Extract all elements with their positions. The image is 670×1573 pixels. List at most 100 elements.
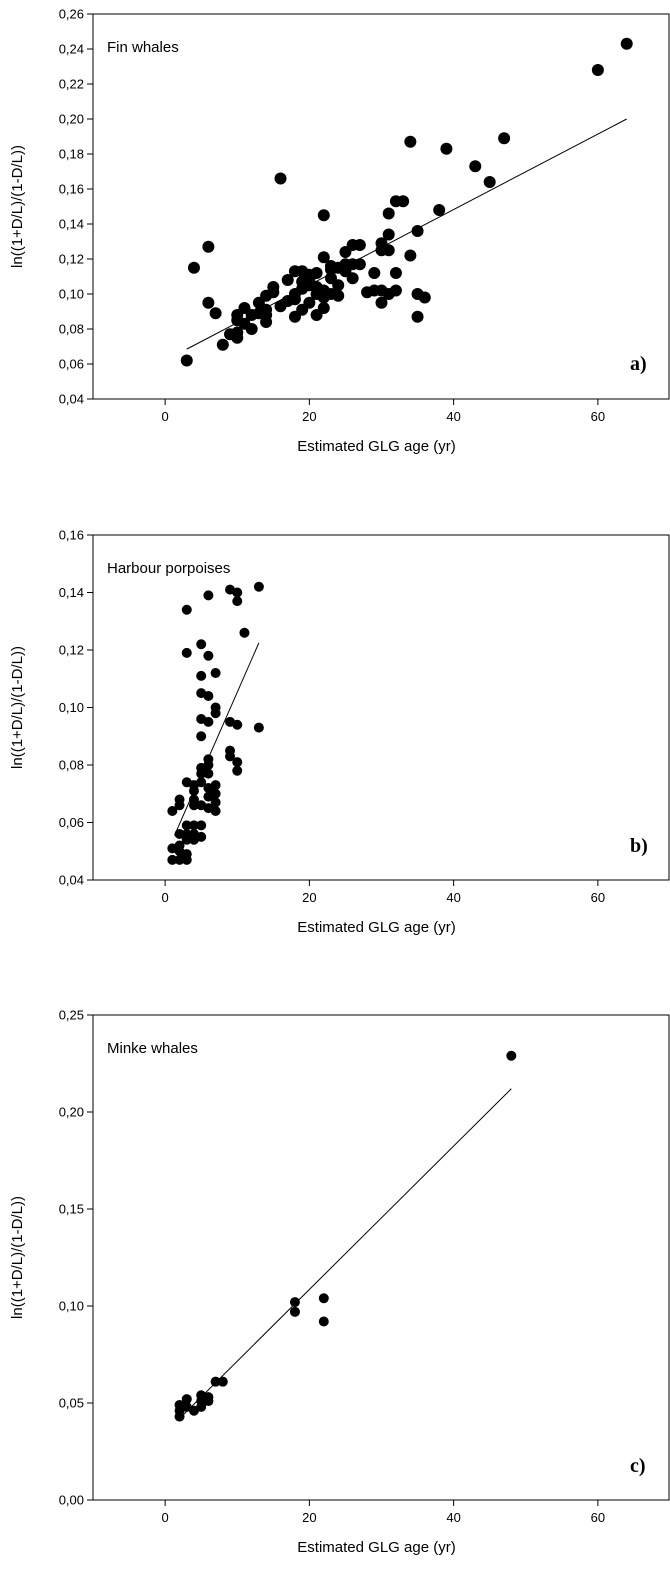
data-point	[174, 794, 185, 805]
x-tick-label: 0	[162, 409, 169, 424]
panel-title: Fin whales	[107, 39, 179, 56]
data-point	[217, 1376, 228, 1387]
data-point	[181, 820, 192, 831]
y-tick-label: 0,16	[59, 528, 84, 543]
y-tick-label: 0,26	[59, 7, 84, 22]
data-point	[411, 310, 424, 323]
data-point	[267, 281, 280, 293]
y-tick-label: 0,00	[59, 1493, 84, 1508]
data-point	[404, 135, 417, 148]
y-tick-label: 0,04	[59, 392, 84, 407]
data-point	[174, 854, 185, 865]
y-tick-label: 0,08	[59, 322, 84, 337]
data-point	[187, 261, 200, 274]
data-point	[210, 702, 221, 713]
data-point	[181, 829, 192, 839]
y-tick-label: 0,16	[59, 182, 84, 197]
data-point	[210, 668, 221, 678]
data-point	[231, 331, 244, 344]
data-point	[346, 272, 359, 285]
y-tick-label: 0,14	[59, 217, 84, 232]
data-point	[317, 251, 330, 264]
data-point	[389, 284, 402, 297]
data-point	[210, 788, 221, 799]
chart-panel-2: 0,04 0,06 0,08 0,10 0,12 0,14 0,16 0 20 40 60 Estim…	[9, 528, 670, 936]
y-tick-label: 0,12	[59, 643, 84, 658]
y-tick-label: 0,25	[59, 1008, 84, 1023]
y-tick-label: 0,10	[59, 700, 84, 715]
data-point	[203, 590, 214, 601]
x-tick-label: 40	[446, 409, 460, 424]
y-tick-label: 0,10	[59, 1299, 84, 1314]
data-point	[620, 37, 633, 50]
data-point	[196, 731, 207, 742]
panel-label: c)	[630, 1455, 646, 1477]
data-point	[260, 303, 273, 316]
x-axis-label: Estimated GLG age (yr)	[297, 919, 455, 936]
data-point	[397, 195, 410, 208]
data-point	[167, 854, 178, 865]
y-tick-label: 0,06	[59, 815, 84, 830]
x-tick-label: 60	[591, 1510, 605, 1525]
data-point	[203, 754, 214, 765]
data-point	[196, 820, 207, 831]
data-point	[203, 768, 214, 779]
panel-label: b)	[630, 835, 648, 857]
plot-frame	[92, 13, 670, 400]
y-tick-label: 0,10	[59, 287, 84, 302]
regression-line	[179, 1088, 512, 1419]
data-point	[210, 806, 221, 816]
data-point	[375, 296, 388, 309]
panel-title: Harbour porpoises	[107, 560, 230, 577]
y-tick-label: 0,06	[59, 357, 84, 372]
x-tick-label: 40	[446, 890, 460, 905]
data-point	[232, 757, 243, 768]
x-tick-label: 0	[162, 890, 169, 905]
data-point	[202, 296, 215, 309]
plot-frame	[92, 534, 670, 881]
data-point	[180, 354, 193, 367]
data-point	[232, 719, 243, 730]
x-tick-label: 20	[302, 409, 316, 424]
data-point	[317, 209, 330, 222]
data-point	[196, 639, 207, 650]
data-point	[418, 291, 431, 304]
data-point	[318, 1293, 329, 1304]
data-point	[225, 745, 236, 756]
data-point	[216, 338, 229, 351]
y-axis-label: ln((1+D/L)/(1-D/L))	[9, 646, 26, 769]
data-point	[289, 1297, 300, 1308]
data-point	[253, 581, 264, 592]
y-tick-label: 0,22	[59, 77, 84, 92]
data-point	[232, 596, 243, 607]
y-tick-label: 0,24	[59, 42, 84, 57]
data-point	[440, 142, 453, 155]
data-point	[404, 249, 417, 262]
y-tick-label: 0,15	[59, 1202, 84, 1217]
x-tick-label: 60	[591, 890, 605, 905]
data-point	[506, 1050, 517, 1061]
data-point	[196, 670, 207, 681]
data-point	[483, 176, 496, 188]
y-tick-label: 0,18	[59, 147, 84, 162]
data-point	[203, 691, 214, 701]
panel-label: a)	[630, 353, 647, 375]
plot-frame	[92, 1014, 670, 1501]
data-point	[332, 289, 345, 302]
data-point	[181, 849, 192, 860]
x-tick-label: 60	[591, 409, 605, 424]
data-point	[203, 1392, 214, 1403]
x-tick-label: 20	[302, 890, 316, 905]
data-point	[232, 765, 243, 776]
data-point	[281, 274, 294, 286]
chart-panel-1: 0,04 0,06 0,08 0,10 0,12 0,14 0,16 0,18 0,20 0,22…	[9, 7, 670, 455]
data-point	[498, 132, 511, 145]
y-axis-label: ln((1+D/L)/(1-D/L))	[9, 1196, 26, 1319]
data-point	[382, 207, 395, 220]
data-point	[289, 1306, 300, 1317]
regression-line	[174, 642, 260, 836]
data-point	[591, 64, 604, 76]
data-point	[353, 258, 366, 271]
x-tick-label: 0	[162, 1510, 169, 1525]
